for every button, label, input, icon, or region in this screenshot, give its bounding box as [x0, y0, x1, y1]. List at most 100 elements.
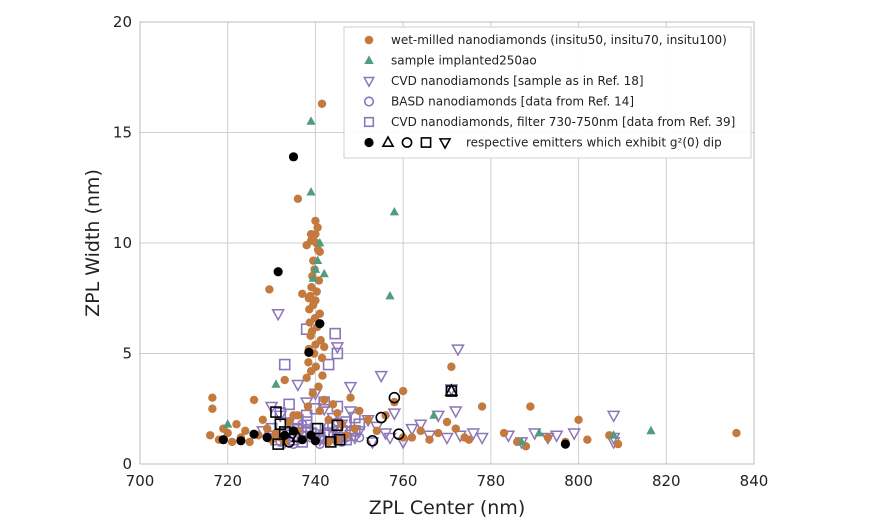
data-point	[447, 362, 456, 371]
data-point	[549, 430, 564, 443]
data-point	[291, 429, 305, 443]
data-point	[249, 429, 259, 439]
data-point	[280, 375, 289, 385]
data-point	[311, 229, 320, 239]
legend-label: BASD nanodiamonds [data from Ref. 14]	[391, 95, 634, 109]
legend-label: CVD nanodiamonds, filter 730-750nm [data…	[391, 115, 735, 129]
data-point	[560, 439, 571, 449]
legend-label: wet-milled nanodiamonds (insitu50, insit…	[391, 33, 727, 47]
data-point	[407, 433, 417, 442]
data-point	[298, 289, 307, 299]
data-point	[270, 406, 282, 418]
data-point	[333, 433, 346, 446]
x-tick-label: 760	[389, 472, 418, 490]
data-point	[365, 437, 380, 450]
data-point	[283, 436, 295, 448]
data-point	[366, 434, 379, 447]
data-point	[516, 436, 527, 446]
data-point	[288, 152, 299, 162]
data-point	[236, 436, 246, 446]
data-point	[315, 406, 325, 416]
legend-marker	[401, 137, 413, 148]
data-point	[526, 402, 535, 411]
data-point	[324, 415, 333, 424]
legend: wet-milled nanodiamonds (insitu50, insit…	[343, 26, 752, 159]
data-point	[271, 308, 285, 322]
data-point	[315, 237, 325, 247]
data-point	[613, 439, 623, 449]
y-tick-labels: 0 5 10 15 20	[113, 13, 132, 473]
legend-marker	[381, 135, 395, 147]
x-tick-label: 820	[652, 472, 681, 490]
legend-marker	[364, 137, 374, 148]
y-axis-title: ZPL Width (nm)	[82, 169, 104, 317]
data-point	[313, 223, 322, 232]
data-point	[385, 291, 395, 300]
data-point	[313, 245, 323, 254]
data-point	[440, 432, 454, 446]
data-point	[363, 415, 373, 424]
data-point	[300, 416, 313, 428]
data-point	[306, 366, 316, 376]
data-point	[370, 421, 384, 434]
legend-label: respective emitters which exhibit g²(0) …	[466, 136, 722, 150]
data-point	[405, 423, 419, 437]
plot-frame	[139, 21, 755, 465]
data-point	[302, 373, 311, 383]
legend-label: sample implanted250ao	[391, 54, 537, 68]
data-point	[304, 347, 314, 357]
data-point	[304, 358, 313, 367]
data-point	[245, 437, 254, 447]
data-point	[208, 404, 217, 413]
data-point	[422, 430, 437, 443]
data-point	[311, 216, 320, 226]
data-point	[383, 432, 397, 446]
data-point	[389, 207, 399, 216]
data-point	[273, 267, 283, 277]
data-point	[310, 264, 321, 273]
data-point	[308, 389, 317, 398]
data-point	[218, 435, 228, 445]
data-point	[442, 417, 452, 427]
data-point	[223, 419, 233, 428]
data-point	[303, 402, 313, 411]
legend-marker	[438, 138, 452, 150]
data-point	[308, 273, 318, 282]
x-tick-label: 720	[213, 472, 242, 490]
data-marks	[205, 99, 741, 451]
data-point	[606, 410, 621, 423]
data-point	[451, 344, 465, 357]
x-axis-title: ZPL Center (nm)	[369, 497, 525, 519]
data-point	[311, 422, 324, 435]
data-point	[319, 268, 329, 278]
data-point	[262, 424, 272, 433]
legend-box	[343, 26, 752, 159]
data-point	[329, 327, 341, 340]
data-point	[241, 426, 250, 436]
data-point	[232, 420, 241, 429]
data-point	[429, 410, 439, 419]
data-point	[291, 379, 305, 392]
data-point	[288, 426, 299, 436]
data-point	[315, 319, 325, 329]
y-tick-label: 0	[122, 455, 132, 473]
data-point	[305, 318, 314, 327]
data-point	[375, 411, 388, 424]
data-point	[331, 419, 344, 432]
data-point	[392, 428, 405, 440]
data-point	[567, 428, 581, 441]
data-point	[534, 428, 544, 437]
data-point	[583, 435, 592, 444]
data-point	[312, 287, 321, 296]
x-tick-label: 700	[126, 472, 155, 490]
data-point	[310, 436, 321, 446]
y-tick-label: 20	[113, 13, 132, 31]
data-point	[314, 382, 323, 391]
data-point	[609, 430, 619, 439]
data-point	[416, 426, 425, 436]
data-point	[355, 406, 364, 416]
data-point	[278, 358, 291, 371]
data-point	[477, 402, 487, 411]
data-point	[305, 305, 314, 314]
data-point	[350, 424, 360, 433]
